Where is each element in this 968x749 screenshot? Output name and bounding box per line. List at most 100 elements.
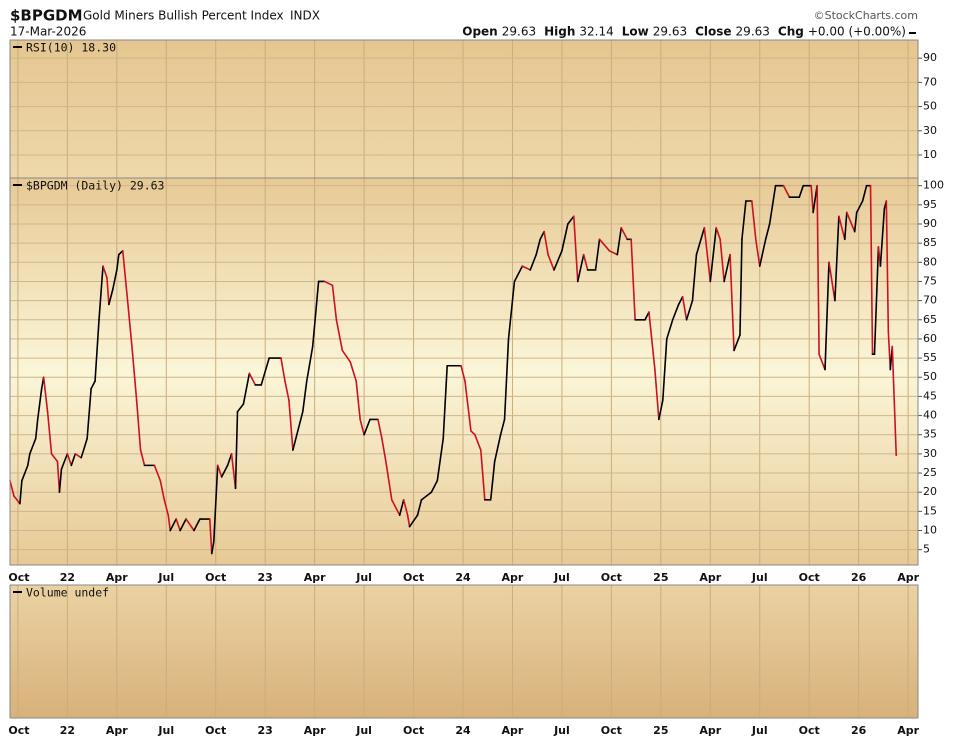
price-segment [885,200,890,333]
price-segment [436,437,445,482]
price-segment [175,518,181,532]
x-tick-label: Oct [601,724,622,737]
price-segment [341,349,352,363]
price-segment [331,284,338,321]
price-segment [887,330,892,371]
price-segment [106,276,110,306]
price-segment [86,387,92,440]
panel-label: Volume undef [26,586,109,600]
price-segment [288,399,294,451]
price-segment [709,227,718,283]
price-segment [648,311,656,371]
price-segment [46,410,53,455]
x-tick-label: Jul [157,571,174,584]
price-segment [169,518,177,532]
price-segment [74,453,83,459]
quote-label: Chg [778,25,804,39]
x-tick-label: Jul [355,571,372,584]
price-segment [535,238,541,256]
price-segment [594,238,601,271]
price-segment [28,437,37,455]
price-segment [408,514,419,528]
price-segment [416,499,423,516]
price-segment [853,211,858,233]
price-segment [27,453,31,467]
y-tick-label: 65 [923,313,937,326]
price-segment [159,479,166,501]
x-tick-label: Jul [751,724,768,737]
panel-background [10,40,918,178]
price-segment [60,453,69,471]
price-segment [21,464,29,482]
price-segment [824,261,830,371]
price-segment [739,238,743,336]
x-tick-label: Oct [205,724,226,737]
date: 17-Mar-2026 [10,25,86,39]
price-segment [798,184,805,198]
y-tick-label: 90 [923,217,937,230]
y-tick-label: 10 [923,148,937,161]
price-segment [323,280,334,287]
price-segment [782,184,791,198]
price-segment [185,518,195,532]
y-tick-label: 85 [923,236,937,249]
price-segment [36,387,43,421]
price-segment [861,184,868,202]
price-segment [42,376,49,413]
price-segment [715,227,721,241]
legend-marker [13,591,22,593]
price-segment [758,238,767,267]
panel-border [9,584,919,719]
price-segment [681,295,688,321]
price-segment [230,453,237,490]
quote-label: Low [622,25,649,39]
price-segment [513,265,524,283]
price-segment [80,437,88,459]
price-segment [280,357,286,382]
price-segment [768,184,777,225]
price-segment [539,230,545,241]
price-segment [70,453,77,467]
y-tick-label: 20 [923,485,937,498]
x-tick-label: Oct [205,571,226,584]
y-tick-label: 15 [923,504,937,517]
price-segment [363,418,371,436]
price-segment [464,380,472,432]
price-segment [420,491,433,501]
y-tick-label: 100 [923,179,944,192]
price-segment [212,464,219,543]
price-segment [153,464,162,482]
price-segment [521,265,532,271]
price-segment [845,211,856,233]
price-segment [658,399,664,421]
price-segment [226,453,233,467]
x-tick-label: Oct [403,571,424,584]
price-segment [377,418,383,440]
price-segment [234,410,239,490]
y-tick-label: 45 [923,389,937,402]
y-tick-label: 35 [923,428,937,441]
price-segment [430,479,439,493]
x-tick-label: Apr [502,724,524,737]
price-segment [503,338,510,421]
x-tick-label: Jul [157,724,174,737]
y-tick-label: 5 [923,543,930,556]
price-segment [296,410,304,436]
panel-label: RSI(10) 18.30 [26,41,116,55]
price-segment [855,200,864,214]
price-segment [470,430,476,436]
price-segment [630,238,636,321]
price-segment [236,403,245,413]
x-tick-label: 24 [455,724,471,737]
price-segment [58,468,63,493]
y-tick-label: 90 [923,51,937,64]
price-segment [260,357,270,386]
x-tick-label: 25 [653,724,668,737]
price-segment [529,253,538,271]
price-segment [703,227,712,283]
x-tick-label: Oct [8,724,29,737]
price-segment [754,238,761,267]
price-segment [553,250,563,271]
x-tick-label: Apr [304,724,326,737]
price-segment [616,227,623,256]
